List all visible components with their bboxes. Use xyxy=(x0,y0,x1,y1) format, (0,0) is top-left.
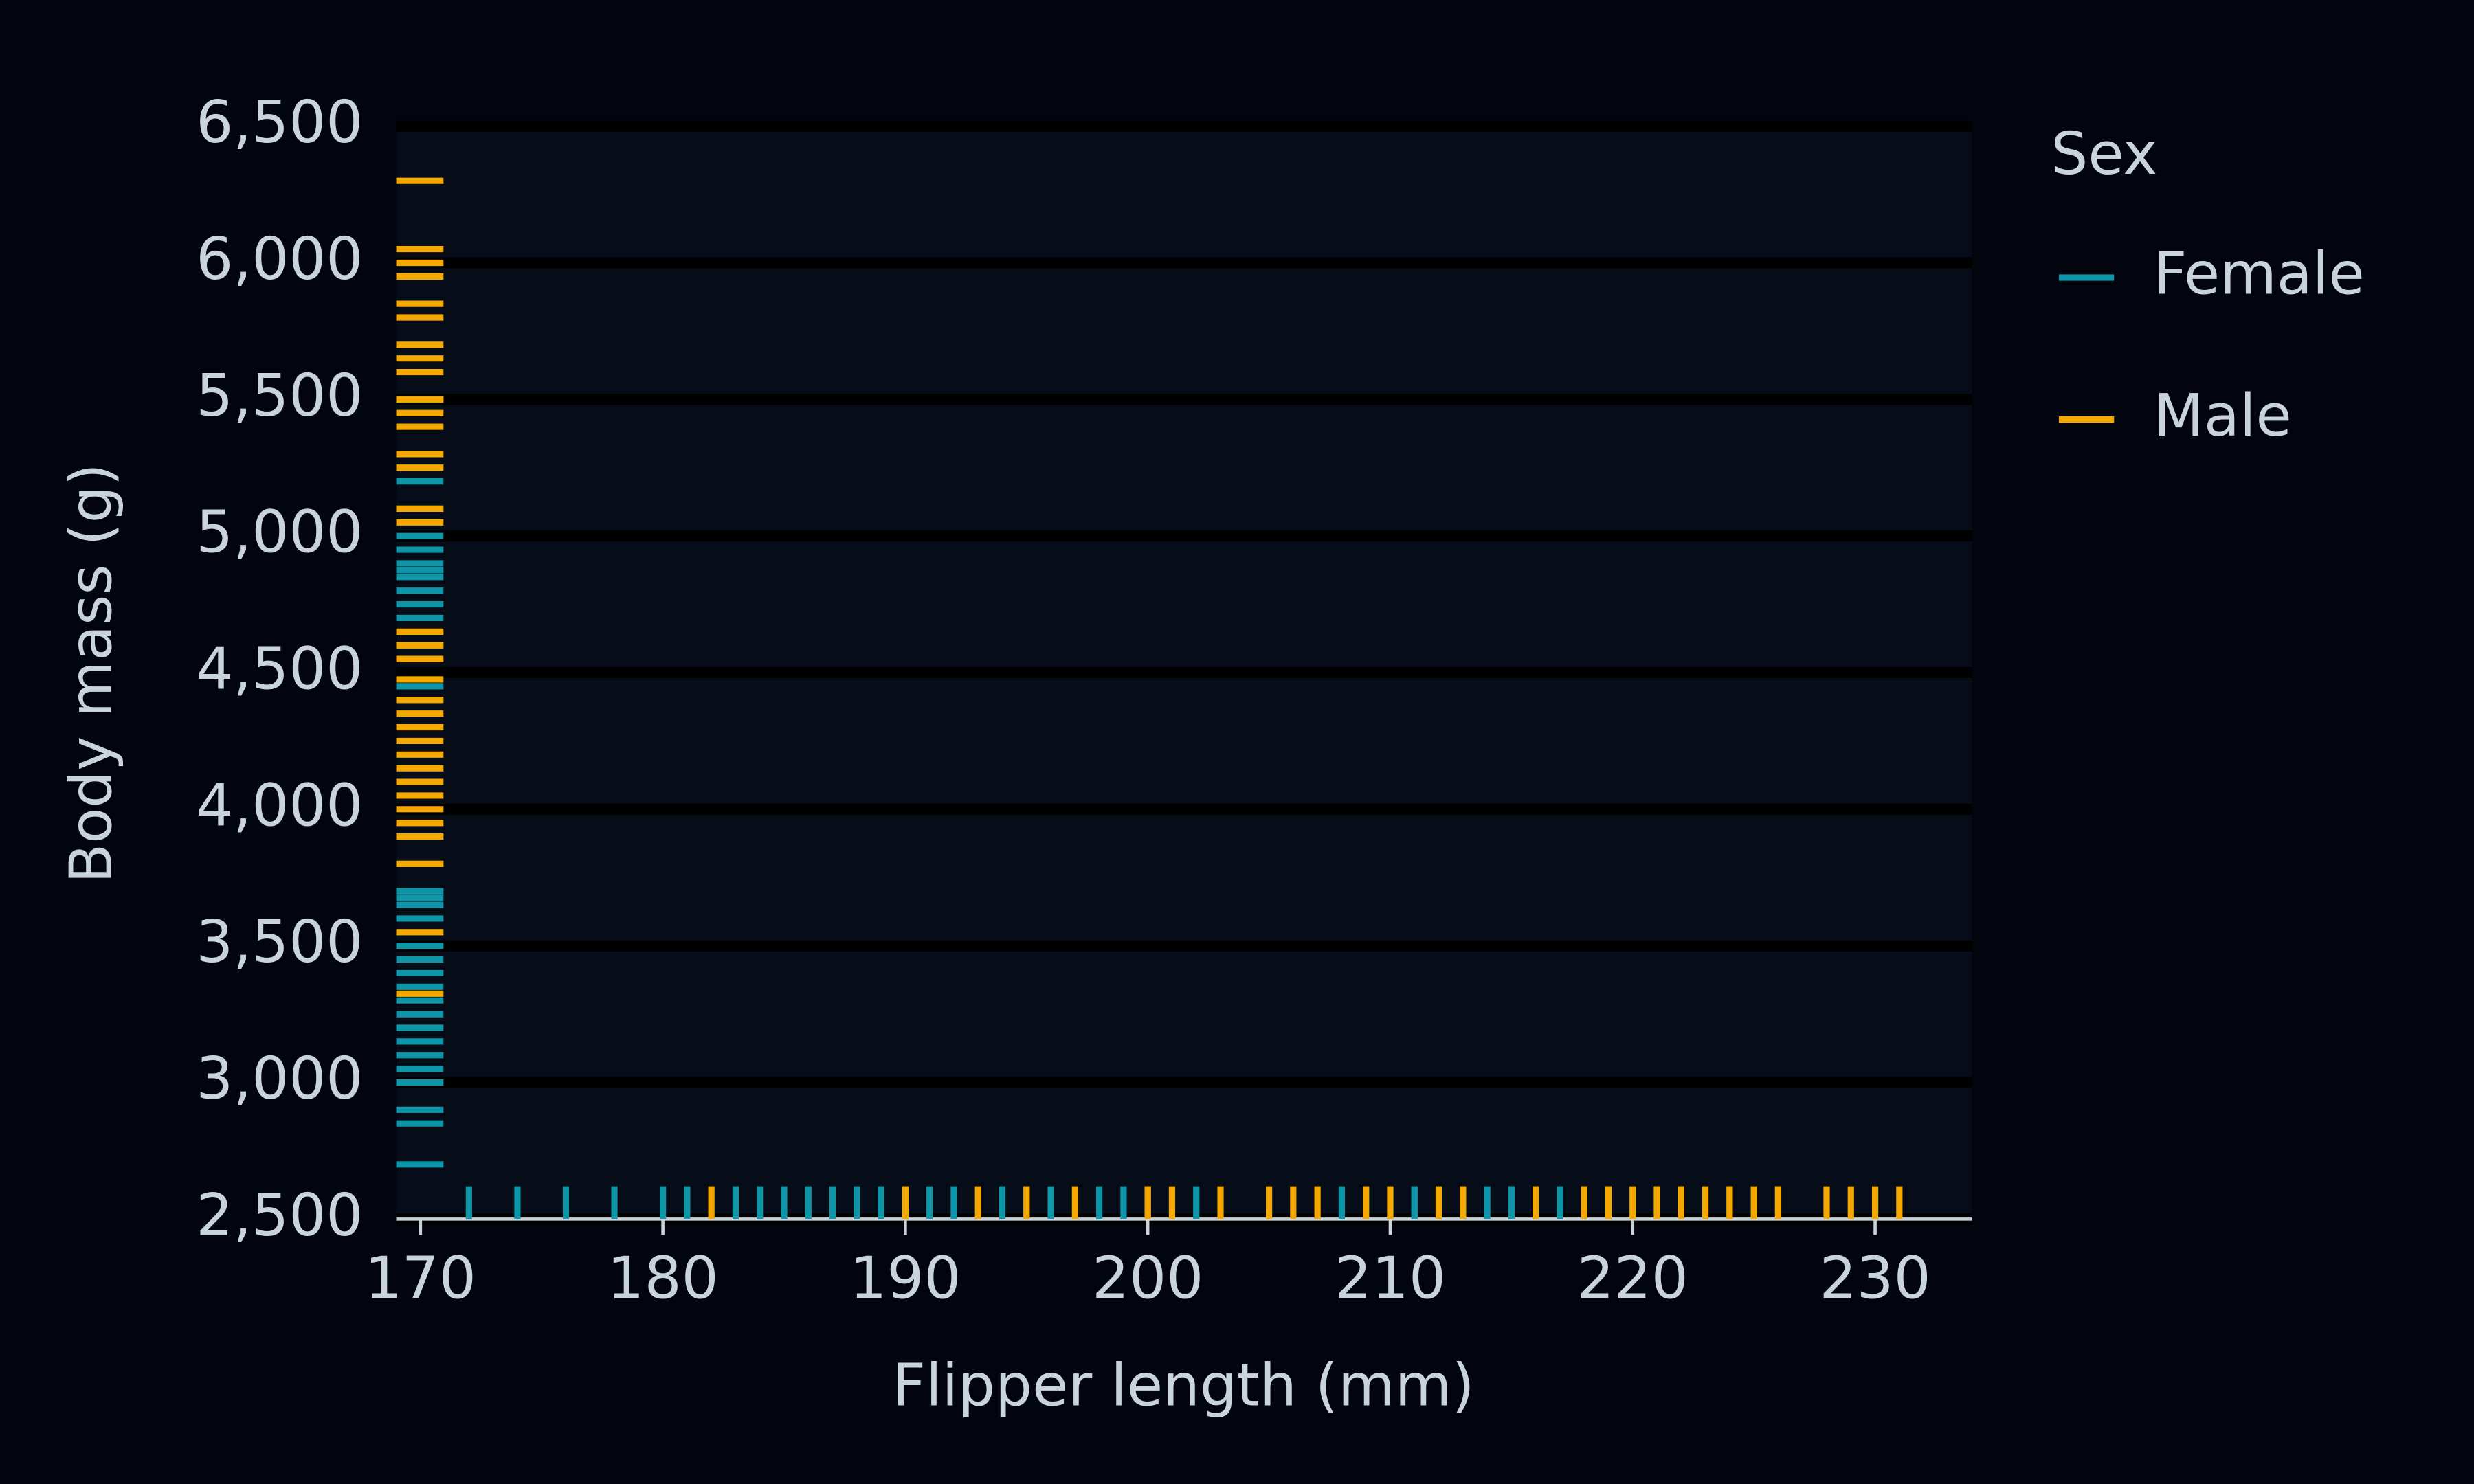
x-tick-label: 200 xyxy=(1092,1245,1203,1313)
y-tick-label: 4,000 xyxy=(196,772,363,840)
x-tick-label: 210 xyxy=(1335,1245,1446,1313)
y-tick-label: 5,000 xyxy=(196,499,363,567)
y-tick-label: 6,500 xyxy=(196,89,363,157)
x-tick-label: 220 xyxy=(1577,1245,1689,1313)
legend-label: Female xyxy=(2154,240,2365,308)
y-tick-label: 3,500 xyxy=(196,908,363,976)
legend-label: Male xyxy=(2154,382,2292,450)
y-tick-label: 6,000 xyxy=(196,225,363,293)
x-tick-label: 190 xyxy=(849,1245,961,1313)
x-axis-label: Flipper length (mm) xyxy=(892,1352,1474,1420)
legend-title: Sex xyxy=(2051,120,2157,188)
y-axis-label: Body mass (g) xyxy=(58,463,126,884)
y-tick-label: 2,500 xyxy=(196,1182,363,1250)
y-tick-label: 3,000 xyxy=(196,1045,363,1113)
y-tick-label: 5,500 xyxy=(196,362,363,430)
x-tick-label: 180 xyxy=(608,1245,719,1313)
y-tick-label: 4,500 xyxy=(196,635,363,703)
x-tick-label: 230 xyxy=(1820,1245,1931,1313)
x-tick-label: 170 xyxy=(365,1245,476,1313)
